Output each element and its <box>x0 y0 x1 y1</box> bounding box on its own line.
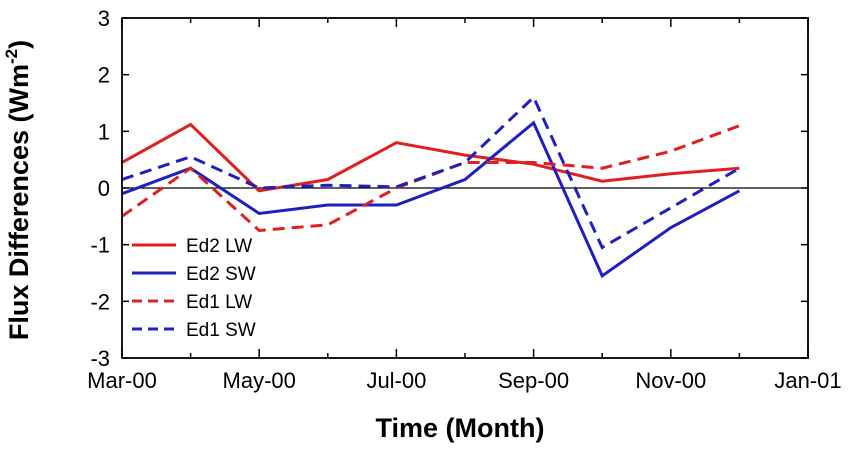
legend-label: Ed2 LW <box>186 236 252 257</box>
x-tick-label: Mar-00 <box>87 368 157 393</box>
legend-label: Ed2 SW <box>186 264 256 285</box>
y-tick-label: 0 <box>98 176 110 201</box>
y-axis-title-superscript: -2 <box>2 49 21 64</box>
y-axis-title-suffix: ) <box>4 40 34 49</box>
x-tick-label: Jan-01 <box>774 368 841 393</box>
y-axis-title-text: Flux Differences (Wm <box>4 64 34 340</box>
y-tick-label: -3 <box>90 346 110 371</box>
y-axis-title: Flux Differences (Wm-2) <box>2 40 34 340</box>
series-line-ed1-lw <box>121 124 740 233</box>
svg-text:Flux Differences (Wm-2): Flux Differences (Wm-2) <box>2 40 34 340</box>
x-tick-label: Nov-00 <box>635 368 706 393</box>
series-line-ed1-sw <box>121 94 741 250</box>
y-tick-label: 3 <box>98 6 110 31</box>
plot-frame <box>121 17 809 359</box>
x-tick-label: Jul-00 <box>366 368 426 393</box>
x-axis-title: Time (Month) <box>376 413 545 443</box>
x-tick-label: May-00 <box>223 368 296 393</box>
series-line-ed2-lw <box>121 122 740 193</box>
y-tick-label: -2 <box>90 289 110 314</box>
y-tick-label: 2 <box>98 63 110 88</box>
legend-label: Ed1 SW <box>186 320 256 341</box>
y-tick-label: -1 <box>90 233 110 258</box>
x-tick-label: Sep-00 <box>498 368 569 393</box>
legend-label: Ed1 LW <box>186 292 252 313</box>
y-tick-label: 1 <box>98 119 110 144</box>
series-line-ed2-sw <box>121 120 741 279</box>
